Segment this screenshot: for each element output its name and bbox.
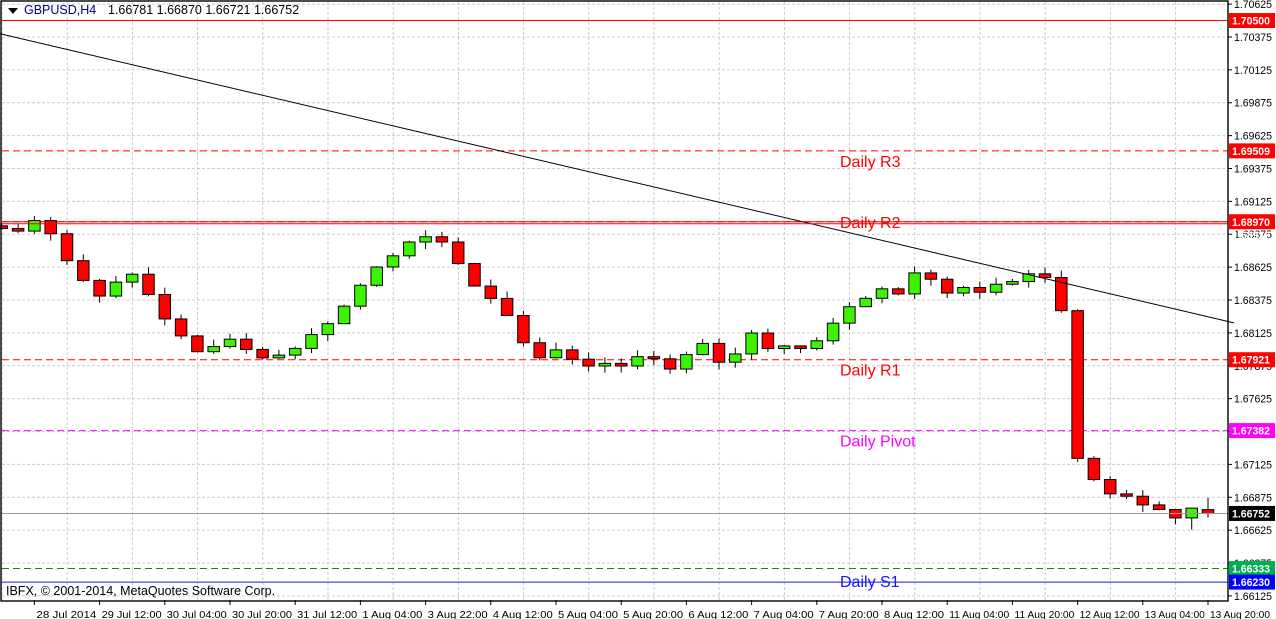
svg-text:31 Jul 12:00: 31 Jul 12:00 (297, 609, 357, 619)
svg-text:1.68970: 1.68970 (1232, 217, 1270, 229)
svg-text:Daily Pivot: Daily Pivot (840, 434, 916, 451)
svg-text:7 Aug 20:00: 7 Aug 20:00 (819, 609, 879, 619)
svg-text:IBFX, © 2001-2014, MetaQuotes: IBFX, © 2001-2014, MetaQuotes Software C… (6, 584, 275, 598)
svg-text:29 Jul 12:00: 29 Jul 12:00 (102, 609, 162, 619)
svg-text:5 Aug 20:00: 5 Aug 20:00 (623, 609, 683, 619)
svg-text:1.66781 1.66870 1.66721 1.6675: 1.66781 1.66870 1.66721 1.66752 (108, 3, 299, 17)
svg-text:1.67921: 1.67921 (1232, 355, 1270, 367)
svg-text:1.67625: 1.67625 (1234, 394, 1272, 406)
svg-text:1.69125: 1.69125 (1234, 196, 1272, 208)
svg-text:1.70625: 1.70625 (1234, 0, 1272, 11)
svg-text:1 Aug 04:00: 1 Aug 04:00 (362, 609, 422, 619)
svg-text:1.66333: 1.66333 (1232, 564, 1270, 576)
svg-text:12 Aug 12:00: 12 Aug 12:00 (1080, 609, 1140, 619)
svg-text:1.66875: 1.66875 (1234, 492, 1272, 504)
svg-text:1.66125: 1.66125 (1234, 591, 1272, 603)
svg-text:7 Aug 04:00: 7 Aug 04:00 (754, 609, 814, 619)
svg-text:13 Aug 20:00: 13 Aug 20:00 (1210, 609, 1270, 619)
svg-text:30 Jul 04:00: 30 Jul 04:00 (167, 609, 227, 619)
svg-text:1.69625: 1.69625 (1234, 131, 1272, 143)
svg-text:1.68625: 1.68625 (1234, 262, 1272, 274)
svg-text:1.69875: 1.69875 (1234, 98, 1272, 110)
svg-text:1.68932: 1.68932 (1232, 230, 1270, 242)
svg-text:1.66230: 1.66230 (1232, 577, 1270, 589)
svg-text:30 Jul 20:00: 30 Jul 20:00 (232, 609, 292, 619)
svg-text:11 Aug 04:00: 11 Aug 04:00 (949, 609, 1009, 619)
svg-text:1.70375: 1.70375 (1234, 32, 1272, 44)
svg-text:1.68125: 1.68125 (1234, 328, 1272, 340)
svg-text:Daily R1: Daily R1 (840, 363, 901, 380)
svg-text:Daily R3: Daily R3 (840, 154, 901, 171)
svg-text:28 Jul 2014: 28 Jul 2014 (36, 609, 96, 619)
svg-text:5 Aug 04:00: 5 Aug 04:00 (558, 609, 618, 619)
svg-text:1.70125: 1.70125 (1234, 65, 1272, 77)
svg-text:1.66752: 1.66752 (1232, 508, 1270, 520)
svg-text:4 Aug 12:00: 4 Aug 12:00 (493, 609, 553, 619)
svg-text:GBPUSD,H4: GBPUSD,H4 (24, 3, 96, 17)
svg-text:8 Aug 12:00: 8 Aug 12:00 (884, 609, 944, 619)
svg-text:1.66625: 1.66625 (1234, 525, 1272, 537)
svg-text:Daily S1: Daily S1 (840, 574, 900, 591)
svg-text:11 Aug 20:00: 11 Aug 20:00 (1014, 609, 1074, 619)
svg-text:1.69509: 1.69509 (1232, 146, 1270, 158)
svg-text:1.67382: 1.67382 (1232, 426, 1270, 438)
svg-text:1.70500: 1.70500 (1232, 16, 1270, 28)
svg-text:1.68375: 1.68375 (1234, 295, 1272, 307)
svg-text:1.67125: 1.67125 (1234, 459, 1272, 471)
svg-text:6 Aug 12:00: 6 Aug 12:00 (688, 609, 748, 619)
svg-text:13 Aug 04:00: 13 Aug 04:00 (1145, 609, 1205, 619)
svg-text:1.69375: 1.69375 (1234, 163, 1272, 175)
svg-text:3 Aug 22:00: 3 Aug 22:00 (428, 609, 488, 619)
